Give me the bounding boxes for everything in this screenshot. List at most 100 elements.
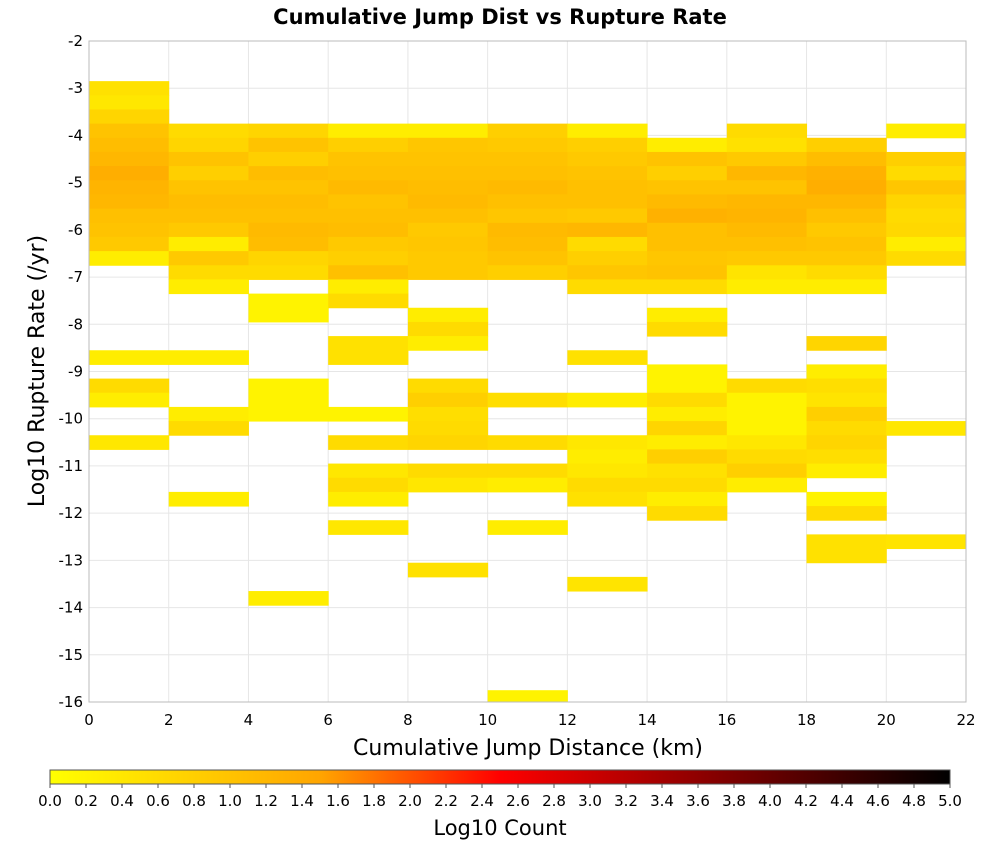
heatmap-cell: [487, 392, 568, 408]
y-tick-label: -5: [68, 174, 83, 192]
heatmap-cell: [328, 123, 409, 139]
y-tick-label: -14: [59, 599, 84, 617]
heatmap-cell: [806, 194, 887, 210]
x-axis-ticks: 0 2 4 6 8 10 12 14 16 18 20 22: [84, 711, 975, 729]
heatmap-cell: [407, 477, 489, 493]
heatmap-cell: [248, 265, 329, 280]
heatmap-cell: [806, 378, 887, 394]
heatmap-cell: [726, 194, 808, 210]
heatmap-cell: [567, 392, 648, 408]
y-tick-label: -4: [68, 126, 83, 144]
heatmap-cell: [567, 180, 648, 195]
heatmap-cell: [89, 378, 170, 394]
heatmap-cell: [726, 137, 808, 153]
heatmap-cell: [89, 392, 170, 408]
heatmap-cell: [647, 137, 728, 153]
heatmap-cell: [726, 378, 808, 394]
heatmap-cell: [89, 194, 170, 210]
heatmap-cell: [168, 194, 249, 210]
heatmap-cell: [328, 194, 409, 210]
heatmap-cell: [726, 463, 808, 479]
heatmap-cell: [567, 151, 648, 167]
heatmap-cell: [647, 307, 728, 323]
heatmap-cell: [567, 350, 648, 365]
x-tick-label: 14: [638, 711, 657, 729]
x-tick-label: 4: [244, 711, 254, 729]
heatmap-cell: [806, 166, 887, 181]
heatmap-cell: [168, 251, 249, 266]
y-tick-label: -12: [59, 504, 84, 522]
heatmap-cell: [328, 265, 409, 280]
heatmap-cell: [328, 463, 409, 479]
colorbar-ticks: 0.0 0.2 0.4 0.6 0.8 1.0 1.2 1.4 1.6 1.8 2.0 2.2 2.4 2…: [38, 784, 962, 810]
heatmap-cell: [886, 123, 967, 139]
heatmap-cell: [487, 690, 568, 703]
heatmap-cell: [726, 251, 808, 266]
heatmap-cell: [647, 321, 728, 337]
heatmap-cell: [647, 151, 728, 167]
heatmap-cell: [248, 236, 329, 252]
y-tick-label: -2: [68, 32, 83, 50]
colorbar-tick-label: 0.0: [38, 792, 62, 810]
heatmap-cell: [407, 166, 489, 181]
heatmap-cell: [407, 180, 489, 195]
heatmap-cell: [248, 151, 329, 167]
heatmap-cell: [567, 279, 648, 295]
heatmap-cell: [886, 208, 967, 224]
heatmap-cell: [407, 123, 489, 139]
heatmap-cell: [886, 222, 967, 238]
heatmap-cell: [567, 265, 648, 280]
heatmap-cell: [248, 293, 329, 309]
heatmap-cell: [89, 236, 170, 252]
heatmap-cell: [806, 236, 887, 252]
y-tick-label: -15: [59, 646, 84, 664]
heatmap-cell: [726, 236, 808, 252]
colorbar-tick-label: 2.0: [398, 792, 422, 810]
colorbar-tick-label: 4.6: [866, 792, 890, 810]
colorbar-tick-label: 1.4: [290, 792, 314, 810]
heatmap-cell: [248, 307, 329, 323]
heatmap-cell: [168, 421, 249, 436]
heatmap-cell: [248, 251, 329, 266]
y-tick-label: -13: [59, 551, 84, 569]
heatmap-cell: [168, 350, 249, 365]
heatmap-cell: [487, 520, 568, 535]
colorbar-tick-label: 2.2: [434, 792, 458, 810]
heatmap-cell: [487, 166, 568, 181]
heatmap-cell: [726, 180, 808, 195]
heatmap-cell: [407, 208, 489, 224]
heatmap-cell: [567, 137, 648, 153]
heatmap-cell: [168, 265, 249, 280]
heatmap-cell: [806, 279, 887, 295]
heatmap-cell: [487, 236, 568, 252]
colorbar-tick-label: 2.6: [506, 792, 530, 810]
colorbar-tick-label: 1.2: [254, 792, 278, 810]
heatmap-cell: [487, 435, 568, 450]
heatmap-cell: [248, 392, 329, 408]
heatmap-cell: [647, 378, 728, 394]
heatmap-cell: [647, 463, 728, 479]
heatmap-cell: [407, 151, 489, 167]
x-tick-label: 22: [956, 711, 975, 729]
heatmap-cell: [407, 251, 489, 266]
heatmap-cell: [407, 421, 489, 436]
heatmap-cell: [168, 208, 249, 224]
heatmap-cell: [248, 591, 329, 606]
heatmap-cell: [647, 265, 728, 280]
heatmap-cell: [886, 180, 967, 195]
heatmap-cell: [487, 194, 568, 210]
colorbar-tick-label: 1.6: [326, 792, 350, 810]
colorbar-tick-label: 4.8: [902, 792, 926, 810]
heatmap-cell: [168, 236, 249, 252]
heatmap-cell: [328, 151, 409, 167]
heatmap-cell: [407, 265, 489, 280]
heatmap-cell: [248, 406, 329, 422]
heatmap-cell: [89, 95, 170, 110]
heatmap-cell: [806, 364, 887, 380]
heatmap-cell: [248, 137, 329, 153]
heatmap-cell: [726, 222, 808, 238]
heatmap-cell: [726, 435, 808, 450]
heatmap-cell: [328, 208, 409, 224]
heatmap-cell: [647, 166, 728, 181]
heatmap-cell: [726, 123, 808, 139]
